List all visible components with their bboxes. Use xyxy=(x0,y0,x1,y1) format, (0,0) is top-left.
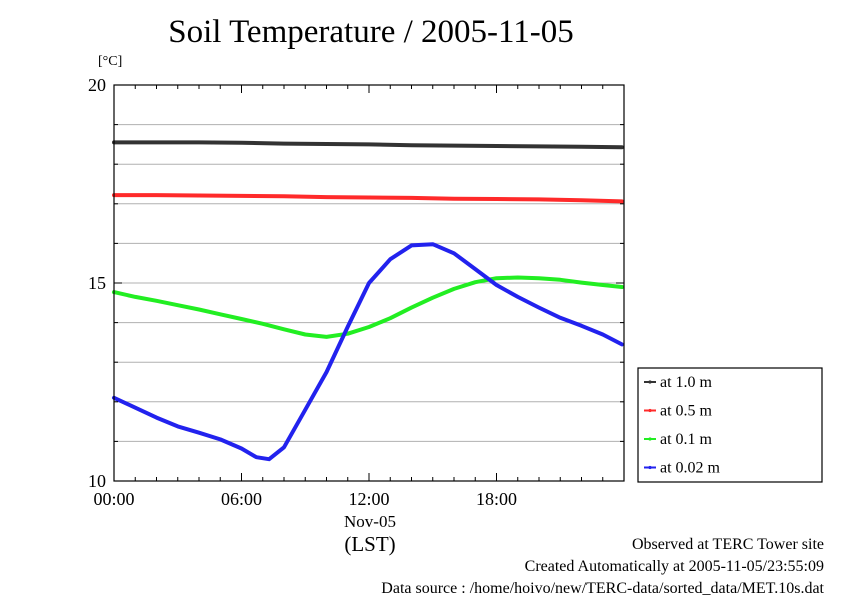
x-date-label: Nov-05 xyxy=(344,512,396,531)
legend-swatch-dot xyxy=(648,465,652,470)
series-line-at-0-5-m xyxy=(112,193,624,204)
x-tick-label: 00:00 xyxy=(93,489,134,509)
legend-swatch-dot xyxy=(648,380,652,384)
y-tick-label: 10 xyxy=(88,471,106,491)
legend-label: at 0.5 m xyxy=(660,403,713,420)
series-line-at-0-1-m xyxy=(112,275,624,339)
legend-swatch-dot xyxy=(648,437,652,441)
legend-label: at 1.0 m xyxy=(660,374,713,391)
x-tick-label: 18:00 xyxy=(476,489,517,509)
y-axis-unit-label: [°C] xyxy=(98,54,123,69)
legend-swatch-dot xyxy=(648,408,652,413)
series-line-at-1-0-m xyxy=(112,140,624,150)
x-tick-label: 12:00 xyxy=(348,489,389,509)
axis-ticks: 10 15 20 00:00 06:00 12:00 18:00 xyxy=(88,75,625,509)
footer-created: Created Automatically at 2005-11-05/23:5… xyxy=(524,558,824,575)
legend-box xyxy=(637,367,823,483)
y-tick-label: 15 xyxy=(88,273,106,293)
series-lines xyxy=(112,140,624,462)
footer-source: Data source : /home/hoivo/new/TERC-data/… xyxy=(381,580,824,597)
grid-lines xyxy=(114,124,624,442)
x-tick-label: 06:00 xyxy=(221,489,262,509)
series-line-at-0-02-m xyxy=(112,242,624,462)
chart-title: Soil Temperature / 2005-11-05 xyxy=(168,14,574,50)
footer-site: Observed at TERC Tower site xyxy=(631,536,824,553)
legend-label: at 0.02 m xyxy=(660,460,721,477)
legend: at 1.0 m at 0.5 m at 0.1 m at 0.02 m xyxy=(637,367,823,483)
x-axis-label: (LST) xyxy=(344,532,396,556)
legend-label: at 0.1 m xyxy=(660,431,713,448)
y-tick-label: 20 xyxy=(88,75,106,95)
